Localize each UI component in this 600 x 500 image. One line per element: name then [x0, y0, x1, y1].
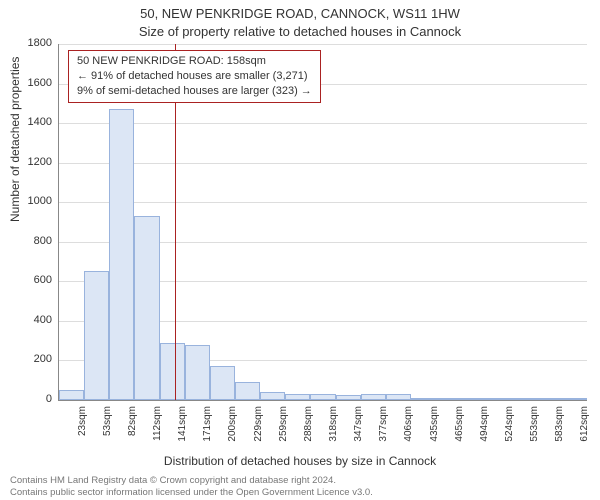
histogram-bar — [512, 398, 537, 400]
histogram-bar — [260, 392, 285, 400]
histogram-bar — [411, 398, 436, 400]
chart-container: 50, NEW PENKRIDGE ROAD, CANNOCK, WS11 1H… — [0, 0, 600, 500]
histogram-bar — [436, 398, 461, 400]
y-tick-label: 1600 — [0, 77, 52, 89]
histogram-bar — [310, 394, 335, 400]
histogram-bar — [185, 345, 210, 400]
grid-line — [59, 123, 587, 124]
grid-line — [59, 44, 587, 45]
x-tick-label: 347sqm — [353, 406, 364, 452]
x-tick-label: 141sqm — [177, 406, 188, 452]
y-tick-label: 400 — [0, 314, 52, 326]
footer-line-1: Contains HM Land Registry data © Crown c… — [10, 475, 373, 486]
histogram-bar — [461, 398, 486, 400]
histogram-bar — [486, 398, 511, 400]
histogram-bar — [361, 394, 386, 400]
y-tick-label: 200 — [0, 353, 52, 365]
histogram-bar — [336, 395, 361, 400]
x-tick-label: 171sqm — [202, 406, 213, 452]
x-tick-label: 612sqm — [579, 406, 590, 452]
histogram-bar — [109, 109, 134, 400]
x-tick-label: 259sqm — [278, 406, 289, 452]
x-tick-label: 288sqm — [303, 406, 314, 452]
y-tick-label: 0 — [0, 393, 52, 405]
histogram-bar — [84, 271, 109, 400]
x-tick-label: 318sqm — [328, 406, 339, 452]
x-tick-label: 200sqm — [227, 406, 238, 452]
y-tick-label: 600 — [0, 274, 52, 286]
x-tick-label: 583sqm — [554, 406, 565, 452]
histogram-bar — [386, 394, 411, 400]
annotation-line-1: 50 NEW PENKRIDGE ROAD: 158sqm — [77, 54, 312, 69]
x-tick-label: 112sqm — [152, 406, 163, 452]
chart-title-address: 50, NEW PENKRIDGE ROAD, CANNOCK, WS11 1H… — [0, 6, 600, 21]
x-axis-label: Distribution of detached houses by size … — [0, 454, 600, 468]
histogram-bar — [160, 343, 185, 400]
histogram-bar — [134, 216, 159, 400]
chart-title-subtitle: Size of property relative to detached ho… — [0, 24, 600, 39]
x-tick-label: 23sqm — [77, 406, 88, 452]
x-tick-label: 553sqm — [529, 406, 540, 452]
y-tick-label: 1200 — [0, 156, 52, 168]
histogram-bar — [562, 398, 587, 400]
histogram-bar — [235, 382, 260, 400]
histogram-bar — [210, 366, 235, 400]
x-tick-label: 377sqm — [378, 406, 389, 452]
grid-line — [59, 202, 587, 203]
footer-attribution: Contains HM Land Registry data © Crown c… — [10, 475, 373, 498]
histogram-bar — [537, 398, 562, 400]
y-tick-label: 800 — [0, 235, 52, 247]
x-tick-label: 465sqm — [454, 406, 465, 452]
y-tick-label: 1000 — [0, 195, 52, 207]
y-tick-label: 1400 — [0, 116, 52, 128]
x-tick-label: 53sqm — [102, 406, 113, 452]
footer-line-2: Contains public sector information licen… — [10, 487, 373, 498]
x-tick-label: 494sqm — [479, 406, 490, 452]
grid-line — [59, 163, 587, 164]
y-tick-label: 1800 — [0, 37, 52, 49]
x-tick-label: 229sqm — [253, 406, 264, 452]
x-tick-label: 435sqm — [429, 406, 440, 452]
annotation-line-2: ← 91% of detached houses are smaller (3,… — [77, 69, 312, 84]
x-tick-label: 524sqm — [504, 406, 515, 452]
annotation-line-3: 9% of semi-detached houses are larger (3… — [77, 84, 312, 99]
x-tick-label: 82sqm — [127, 406, 138, 452]
x-tick-label: 406sqm — [403, 406, 414, 452]
histogram-bar — [285, 394, 310, 400]
annotation-box: 50 NEW PENKRIDGE ROAD: 158sqm ← 91% of d… — [68, 50, 321, 103]
histogram-bar — [59, 390, 84, 400]
